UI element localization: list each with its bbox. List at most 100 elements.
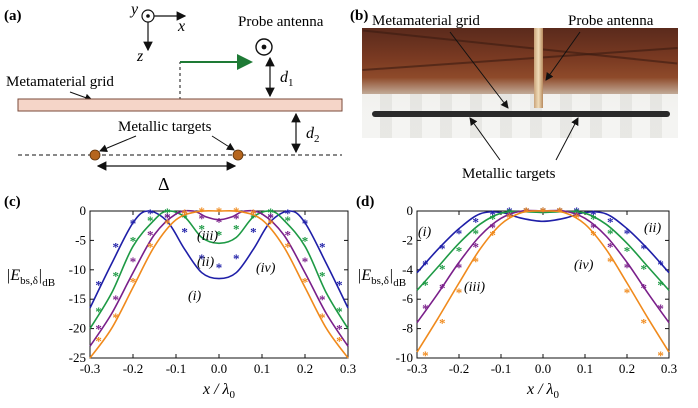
y-tick-label: -15 <box>69 291 86 306</box>
photo-target-pointer-right <box>555 117 579 161</box>
series-marker: * <box>641 280 648 295</box>
photo-metamaterial-strip <box>372 111 670 117</box>
curve-annotation: (ii) <box>644 221 661 236</box>
x-tick-label: 0.1 <box>577 361 593 376</box>
curve-annotation: (iii) <box>464 280 485 295</box>
target-pointer-right <box>211 135 235 151</box>
series-marker: * <box>113 310 120 325</box>
curve-annotation: (i) <box>418 225 432 240</box>
x-tick-label: -0.1 <box>166 361 187 376</box>
series-marker: * <box>319 239 326 254</box>
series-marker: * <box>422 301 429 316</box>
x-tick-label: 0.3 <box>340 361 356 376</box>
y-tick-label: -4 <box>402 262 413 277</box>
series-marker: * <box>233 211 240 226</box>
series-marker: * <box>147 206 154 221</box>
y-tick-label: -10 <box>396 350 413 365</box>
x-axis-label: x / λ0 <box>526 381 559 401</box>
series-marker: * <box>657 257 664 272</box>
series-marker: * <box>489 228 496 243</box>
series-marker: * <box>302 254 309 269</box>
series-marker: * <box>456 244 463 259</box>
series-marker: * <box>319 269 326 284</box>
series-marker: * <box>624 285 631 300</box>
series-marker: * <box>199 211 206 226</box>
series-marker: * <box>130 216 137 231</box>
series-marker: * <box>113 269 120 284</box>
series-marker: * <box>181 225 188 240</box>
d2-label: d2 <box>306 125 320 145</box>
series-marker: * <box>540 204 547 219</box>
series-marker: * <box>250 206 257 221</box>
metallic-targets-label: Metallic targets <box>118 119 212 135</box>
series-marker: * <box>285 206 292 221</box>
series-marker: * <box>489 220 496 235</box>
axis-z-label: z <box>136 48 144 65</box>
series-marker: * <box>489 207 496 222</box>
series-marker: * <box>267 216 274 231</box>
series-marker: * <box>95 333 102 348</box>
photo-grid-pointer <box>449 31 509 109</box>
photo-probe-antenna-label: Probe antenna <box>568 13 654 29</box>
x-tick-label: 0.1 <box>254 361 270 376</box>
probe-antenna-label: Probe antenna <box>238 14 324 30</box>
series-marker: * <box>456 260 463 275</box>
x-tick-label: 0.0 <box>535 361 551 376</box>
y-axis-label: |Ebs,δ|dB <box>6 267 55 289</box>
x-tick-label: -0.2 <box>449 361 470 376</box>
x-tick-label: 0.3 <box>661 361 677 376</box>
photo-probe-pointer <box>545 31 581 81</box>
series-marker: * <box>302 233 309 248</box>
y-axis-label: |Ebs,δ|dB <box>357 267 406 289</box>
series-marker: * <box>302 216 309 231</box>
series-marker: * <box>590 220 597 235</box>
series-marker: * <box>489 211 496 226</box>
series-marker: * <box>456 226 463 241</box>
series-marker: * <box>607 226 614 241</box>
series-marker: * <box>624 226 631 241</box>
curve-annotation: (iv) <box>574 258 594 273</box>
series-line <box>416 211 670 274</box>
series-line <box>89 210 349 309</box>
series-marker: * <box>573 210 580 225</box>
series-line <box>416 210 670 353</box>
series-marker: * <box>285 228 292 243</box>
series-marker: * <box>641 261 648 276</box>
chart-panel-c: -0.3 -0.2 -0.1 0.0 0.1 0.2 0.3 0 -5 -10 -15 -20 -25 *… <box>6 203 356 401</box>
photo-metallic-targets-label: Metallic targets <box>462 166 556 182</box>
curve-annotation: (i) <box>188 289 202 304</box>
series-marker: * <box>147 239 154 254</box>
series-marker: * <box>624 260 631 275</box>
y-tick-label: 0 <box>407 203 414 218</box>
d1-label: d1 <box>280 69 294 89</box>
series-line <box>89 210 349 330</box>
series-marker: * <box>319 310 326 325</box>
series-marker: * <box>456 285 463 300</box>
series-marker: * <box>607 239 614 254</box>
x-tick-label: 0.2 <box>619 361 635 376</box>
series-marker: * <box>422 278 429 293</box>
series-marker: * <box>590 211 597 226</box>
chart-panel-d: -0.3 -0.2 -0.1 0.0 0.1 0.2 0.30-2-4-6-8-10****… <box>357 203 677 401</box>
series-marker: * <box>624 244 631 259</box>
series-marker: * <box>216 215 223 230</box>
series-marker: * <box>641 241 648 256</box>
series-marker: * <box>336 278 343 293</box>
photo-panel-b <box>362 28 678 138</box>
axis-x-label: x <box>177 18 185 35</box>
series-marker: * <box>573 205 580 220</box>
y-tick-label: -6 <box>402 291 413 306</box>
series-marker: * <box>473 254 480 269</box>
series-marker: * <box>164 216 171 231</box>
axis-y-label: y <box>129 1 139 18</box>
x-tick-label: -0.1 <box>491 361 512 376</box>
series-marker: * <box>199 251 206 266</box>
series-marker: * <box>181 210 188 225</box>
photo-metamaterial-grid-label: Metamaterial grid <box>372 13 480 29</box>
series-marker: * <box>439 316 446 331</box>
series-marker: * <box>473 226 480 241</box>
series-marker: * <box>233 251 240 266</box>
series-marker: * <box>267 210 274 225</box>
y-tick-label: -2 <box>402 232 413 247</box>
y-tick-label: 0 <box>80 203 87 218</box>
